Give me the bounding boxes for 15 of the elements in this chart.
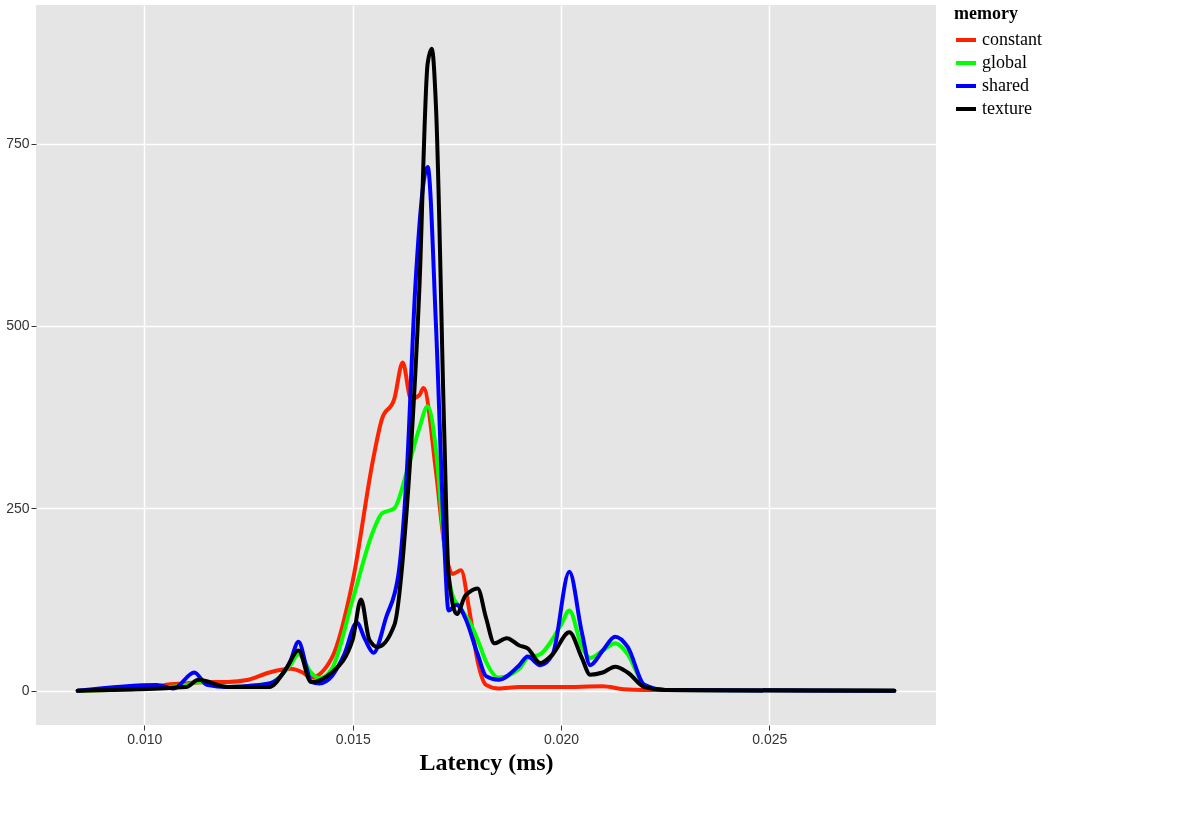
legend-label: shared: [982, 75, 1029, 95]
x-tick-label: 0.025: [752, 730, 788, 747]
line-series: [75, 46, 897, 693]
x-tick-label: 0.015: [335, 730, 371, 747]
y-tick-label: 750: [6, 135, 30, 152]
x-axis-title: Latency (ms): [419, 748, 554, 775]
y-tick-label: 0: [21, 682, 30, 699]
legend-label: global: [982, 52, 1027, 72]
legend-label: texture: [982, 98, 1032, 118]
y-tick-label: 500: [6, 317, 30, 334]
legend-title: memory: [954, 3, 1018, 23]
legend-label: constant: [982, 29, 1042, 49]
x-tick-label: 0.020: [543, 730, 580, 747]
x-tick-label: 0.010: [127, 730, 163, 747]
y-tick-label: 250: [6, 499, 30, 516]
